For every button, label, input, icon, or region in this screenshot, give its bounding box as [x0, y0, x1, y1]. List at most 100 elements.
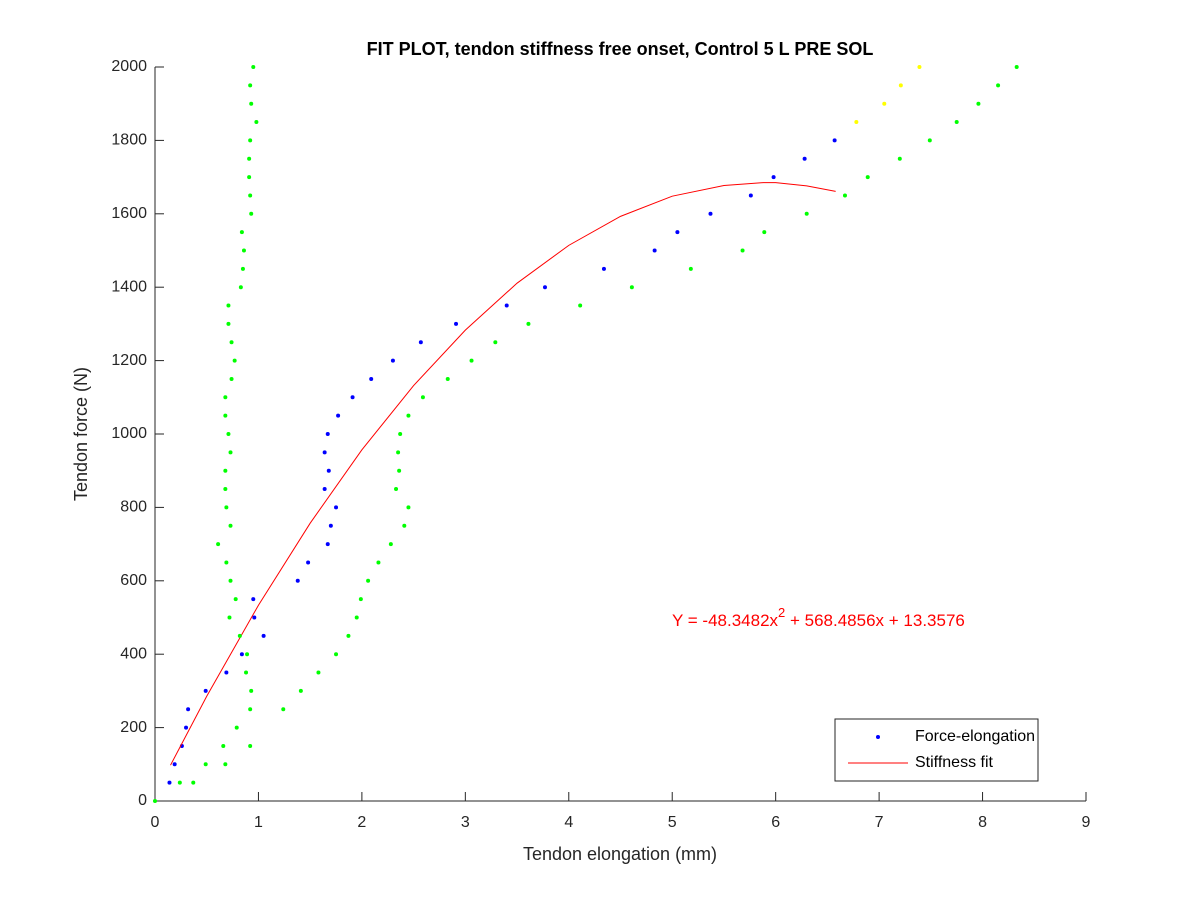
point [216, 542, 221, 547]
x-tick-label: 7 [875, 814, 884, 831]
point [396, 450, 401, 455]
point [295, 578, 300, 583]
point [251, 597, 256, 602]
point [203, 762, 208, 767]
point [298, 688, 303, 693]
y-tick-label: 800 [120, 499, 147, 516]
point [239, 652, 244, 657]
y-tick-label: 1600 [111, 205, 147, 222]
point [245, 652, 250, 657]
point [708, 211, 713, 216]
point [762, 230, 767, 235]
point [740, 248, 745, 253]
point [229, 376, 234, 381]
y-tick-label: 600 [120, 572, 147, 589]
y-tick-label: 0 [138, 792, 147, 809]
point [153, 799, 157, 803]
point [334, 652, 339, 657]
point [223, 468, 228, 473]
x-tick-label: 6 [771, 814, 780, 831]
y-tick-label: 1200 [111, 352, 147, 369]
point [224, 670, 229, 675]
point [927, 138, 932, 143]
point [251, 65, 256, 69]
x-tick-label: 4 [564, 814, 573, 831]
point [328, 523, 333, 528]
point [228, 523, 233, 528]
point [248, 743, 253, 748]
point [221, 743, 226, 748]
y-tick-label: 2000 [111, 58, 147, 75]
point [322, 487, 327, 492]
y-axis-label: Tendon force (N) [71, 367, 91, 501]
point [996, 83, 1001, 88]
x-tick-label: 1 [254, 814, 263, 831]
annotation: Y = -48.3482x2 + 568.4856x + 13.3576 [672, 605, 965, 630]
point [247, 156, 252, 161]
point [406, 505, 411, 510]
point [771, 175, 776, 180]
point [832, 138, 837, 143]
point [601, 266, 606, 271]
x-tick-label: 5 [668, 814, 677, 831]
point [542, 285, 547, 290]
point [241, 248, 246, 253]
point [223, 487, 228, 492]
point [882, 101, 887, 106]
point [336, 413, 341, 418]
annotation-part: 2 [778, 605, 785, 620]
point [249, 688, 254, 693]
y-tick-label: 1000 [111, 425, 147, 442]
annotation-part: Y = -48.3482x [672, 611, 779, 630]
x-tick-label: 2 [357, 814, 366, 831]
point [240, 266, 245, 271]
point [248, 193, 253, 198]
point [954, 120, 959, 125]
point [247, 175, 252, 180]
point [232, 358, 237, 363]
chart-title: FIT PLOT, tendon stiffness free onset, C… [367, 39, 874, 59]
y-tick-label: 1400 [111, 278, 147, 295]
x-axis-label: Tendon elongation (mm) [523, 844, 717, 864]
point [406, 413, 411, 418]
point [233, 597, 238, 602]
point [224, 505, 229, 510]
x-tick-label: 8 [978, 814, 987, 831]
point [454, 321, 459, 326]
point [325, 542, 330, 547]
point [226, 432, 231, 436]
point [227, 615, 232, 620]
point [306, 560, 311, 565]
point [976, 101, 981, 106]
point [223, 395, 228, 400]
point [445, 376, 450, 381]
point [248, 707, 253, 712]
fit-line [170, 182, 836, 766]
legend-label: Force-elongation [915, 728, 1035, 745]
x-tick-label: 0 [151, 814, 160, 831]
point [229, 340, 234, 345]
point [420, 395, 425, 400]
point [854, 120, 859, 125]
point [203, 688, 208, 693]
legend-box [834, 718, 1039, 782]
point [629, 285, 634, 290]
point [237, 633, 242, 638]
point [688, 266, 693, 271]
point [346, 633, 351, 638]
point [897, 156, 902, 161]
point [802, 156, 807, 161]
point [239, 230, 244, 235]
point [354, 615, 359, 620]
point [172, 762, 177, 767]
point [226, 303, 231, 308]
point [898, 83, 903, 88]
point [248, 83, 253, 88]
point [652, 248, 657, 253]
y-tick-label: 1800 [111, 132, 147, 149]
point [675, 230, 680, 235]
point [865, 175, 870, 180]
point [390, 358, 395, 363]
point [326, 468, 331, 473]
point [234, 725, 239, 730]
